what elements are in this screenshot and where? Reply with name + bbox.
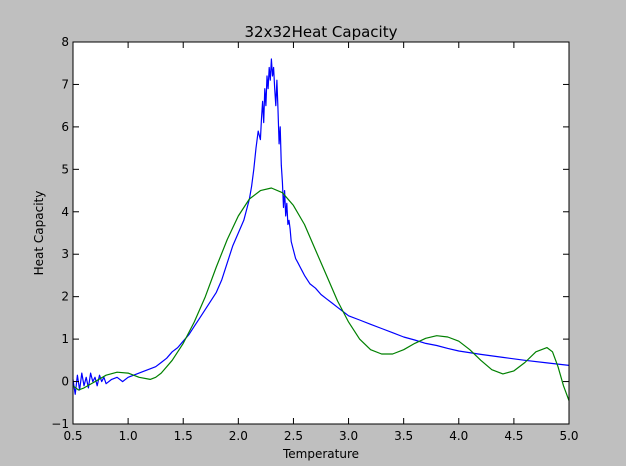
x-axis-label: Temperature [282, 447, 359, 461]
y-tick-label: 7 [61, 77, 69, 91]
y-tick-label: 8 [61, 35, 69, 49]
y-tick-label: 2 [61, 290, 69, 304]
x-tick-label: 1.5 [174, 429, 193, 443]
chart-title: 32x32Heat Capacity [245, 23, 398, 41]
plot-area [73, 42, 569, 424]
x-tick-label: 3.5 [394, 429, 413, 443]
x-tick-label: 0.5 [63, 429, 82, 443]
y-tick-label: −1 [51, 417, 69, 431]
x-tick-label: 5.0 [559, 429, 578, 443]
y-tick-label: 6 [61, 120, 69, 134]
x-tick-label: 4.0 [449, 429, 468, 443]
tick-layer: 0.5 1.0 1.5 2.0 2.5 3.0 3.5 4.0 4.5 5.0 −1 0 1 2 3 4 5 6 7… [51, 35, 578, 443]
series-layer [72, 58, 570, 401]
y-tick-label: 4 [61, 205, 69, 219]
x-tick-label: 1.0 [119, 429, 138, 443]
x-tick-label: 2.0 [229, 429, 248, 443]
x-tick-label: 2.5 [284, 429, 303, 443]
y-tick-label: 1 [61, 332, 69, 346]
y-tick-label: 0 [61, 375, 69, 389]
y-tick-label: 5 [61, 162, 69, 176]
x-tick-label: 3.0 [339, 429, 358, 443]
series-line-2 [72, 187, 570, 401]
x-tick-label: 4.5 [504, 429, 523, 443]
series-line-1 [72, 58, 570, 395]
y-axis-label: Heat Capacity [32, 191, 46, 276]
plot-frame [72, 41, 570, 425]
y-tick-label: 3 [61, 247, 69, 261]
